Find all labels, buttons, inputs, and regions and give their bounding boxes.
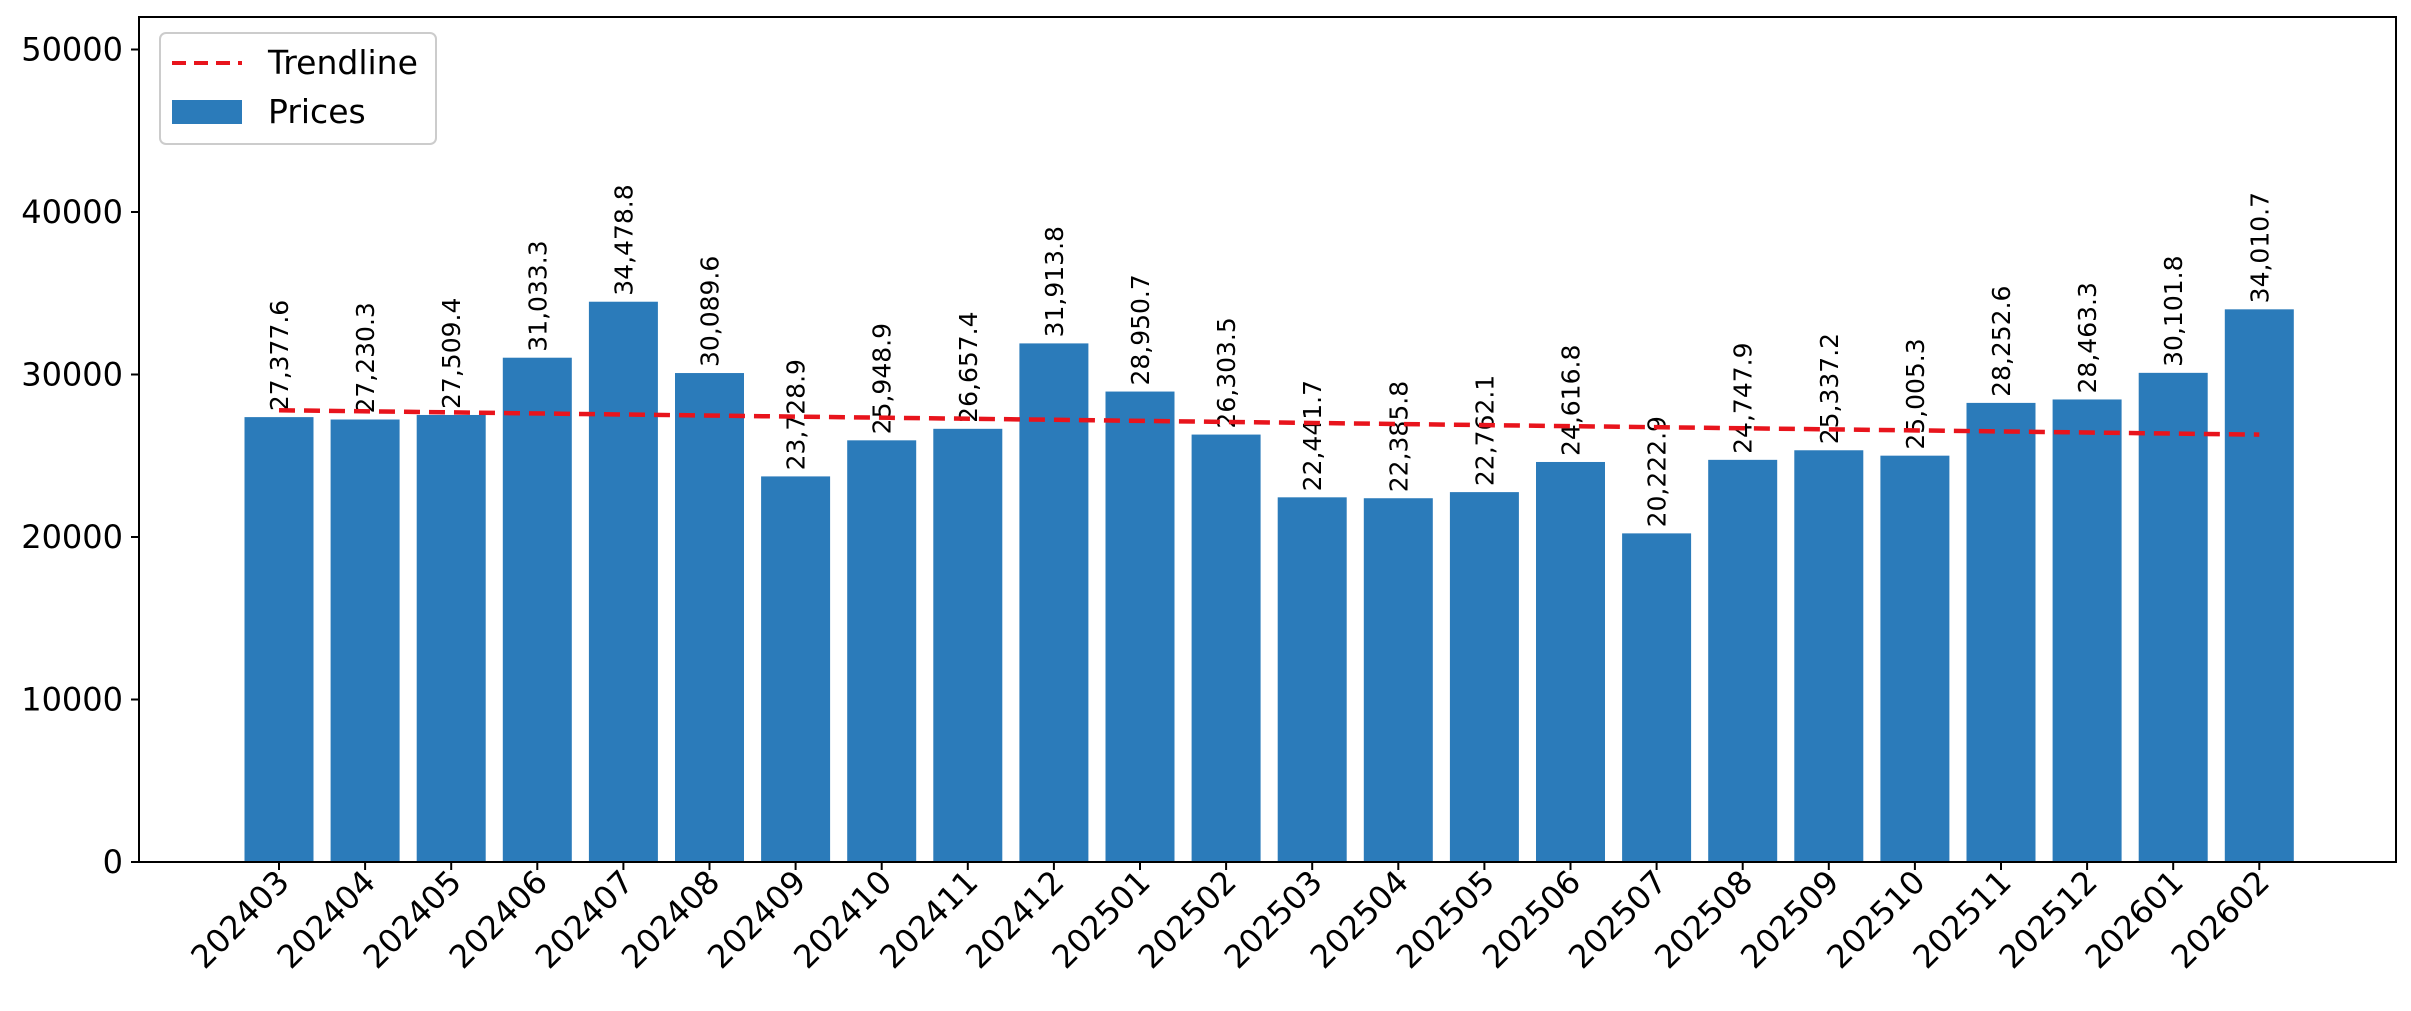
y-tick-label: 50000 bbox=[21, 31, 123, 69]
bar-202412 bbox=[1019, 343, 1089, 862]
legend-prices-label: Prices bbox=[268, 92, 366, 131]
bar-202407 bbox=[588, 301, 658, 863]
bar-202510 bbox=[1880, 455, 1950, 862]
bar-202507 bbox=[1622, 533, 1692, 862]
bar-value-label: 34,010.7 bbox=[2245, 192, 2274, 303]
bar-202411 bbox=[933, 428, 1003, 862]
bar-value-label: 22,441.7 bbox=[1298, 380, 1327, 491]
bar-202404 bbox=[330, 419, 400, 862]
y-tick-label: 10000 bbox=[21, 681, 123, 719]
legend-prices-swatch bbox=[172, 100, 242, 124]
bar-202512 bbox=[2052, 399, 2122, 862]
bar-202501 bbox=[1105, 391, 1175, 862]
bar-202403 bbox=[244, 417, 314, 862]
bar-202405 bbox=[416, 414, 486, 862]
bar-value-label: 31,033.3 bbox=[523, 240, 552, 351]
bar-value-label: 28,950.7 bbox=[1126, 274, 1155, 385]
y-tick-label: 30000 bbox=[21, 356, 123, 394]
trendline bbox=[278, 408, 2260, 437]
bar-value-label: 34,478.8 bbox=[609, 184, 638, 295]
bar-202408 bbox=[675, 373, 744, 862]
bar-value-label: 26,657.4 bbox=[954, 311, 983, 422]
bar-value-label: 27,509.4 bbox=[437, 298, 466, 409]
bar-202409 bbox=[761, 476, 831, 862]
bar-value-label: 28,463.3 bbox=[2073, 282, 2102, 393]
y-tick-label: 20000 bbox=[21, 518, 123, 556]
bar-value-label: 30,101.8 bbox=[2159, 256, 2188, 367]
y-tick-label: 0 bbox=[103, 843, 123, 881]
trendline-group bbox=[278, 408, 2260, 437]
bar-value-label: 27,377.6 bbox=[265, 300, 294, 411]
bar-value-label: 25,337.2 bbox=[1815, 333, 1844, 444]
bar-value-label: 22,385.8 bbox=[1384, 381, 1413, 492]
bar-202511 bbox=[1966, 402, 2036, 862]
bar-value-label: 24,747.9 bbox=[1729, 343, 1758, 454]
bar-202503 bbox=[1277, 497, 1347, 862]
bar-202601 bbox=[2138, 372, 2208, 862]
y-tick-label: 40000 bbox=[21, 193, 123, 231]
bars-group bbox=[244, 301, 2294, 863]
legend-trendline-label: Trendline bbox=[267, 43, 418, 82]
bar-value-label: 28,252.6 bbox=[1987, 286, 2016, 397]
bar-202505 bbox=[1449, 492, 1519, 862]
bar-value-label: 31,913.8 bbox=[1040, 226, 1069, 337]
bar-labels-group: 27,377.6 27,230.3 27,509.4 31,033.3 34,478.8… bbox=[265, 184, 2274, 527]
bar-202504 bbox=[1363, 498, 1433, 862]
bar-202508 bbox=[1708, 459, 1778, 862]
x-axis: 2024032024042024052024062024072024082024… bbox=[183, 862, 2277, 976]
bar-value-label: 27,230.3 bbox=[351, 302, 380, 413]
bar-202410 bbox=[847, 440, 917, 862]
bar-202406 bbox=[502, 357, 572, 862]
bar-value-label: 20,222.9 bbox=[1643, 416, 1672, 527]
bar-value-label: 25,005.3 bbox=[1901, 338, 1930, 449]
y-axis: 0 10000 20000 30000 40000 50000 bbox=[21, 31, 139, 881]
bar-value-label: 22,762.1 bbox=[1470, 375, 1499, 486]
bar-202509 bbox=[1794, 450, 1864, 862]
bar-202602 bbox=[2224, 309, 2294, 862]
legend: Trendline Prices bbox=[159, 32, 437, 145]
bar-value-label: 24,616.8 bbox=[1557, 345, 1586, 456]
bar-202502 bbox=[1191, 434, 1261, 862]
bar-value-label: 26,303.5 bbox=[1212, 317, 1241, 428]
bar-value-label: 30,089.6 bbox=[696, 256, 725, 367]
plot-frame bbox=[138, 16, 2397, 863]
bar-202506 bbox=[1536, 461, 1605, 862]
